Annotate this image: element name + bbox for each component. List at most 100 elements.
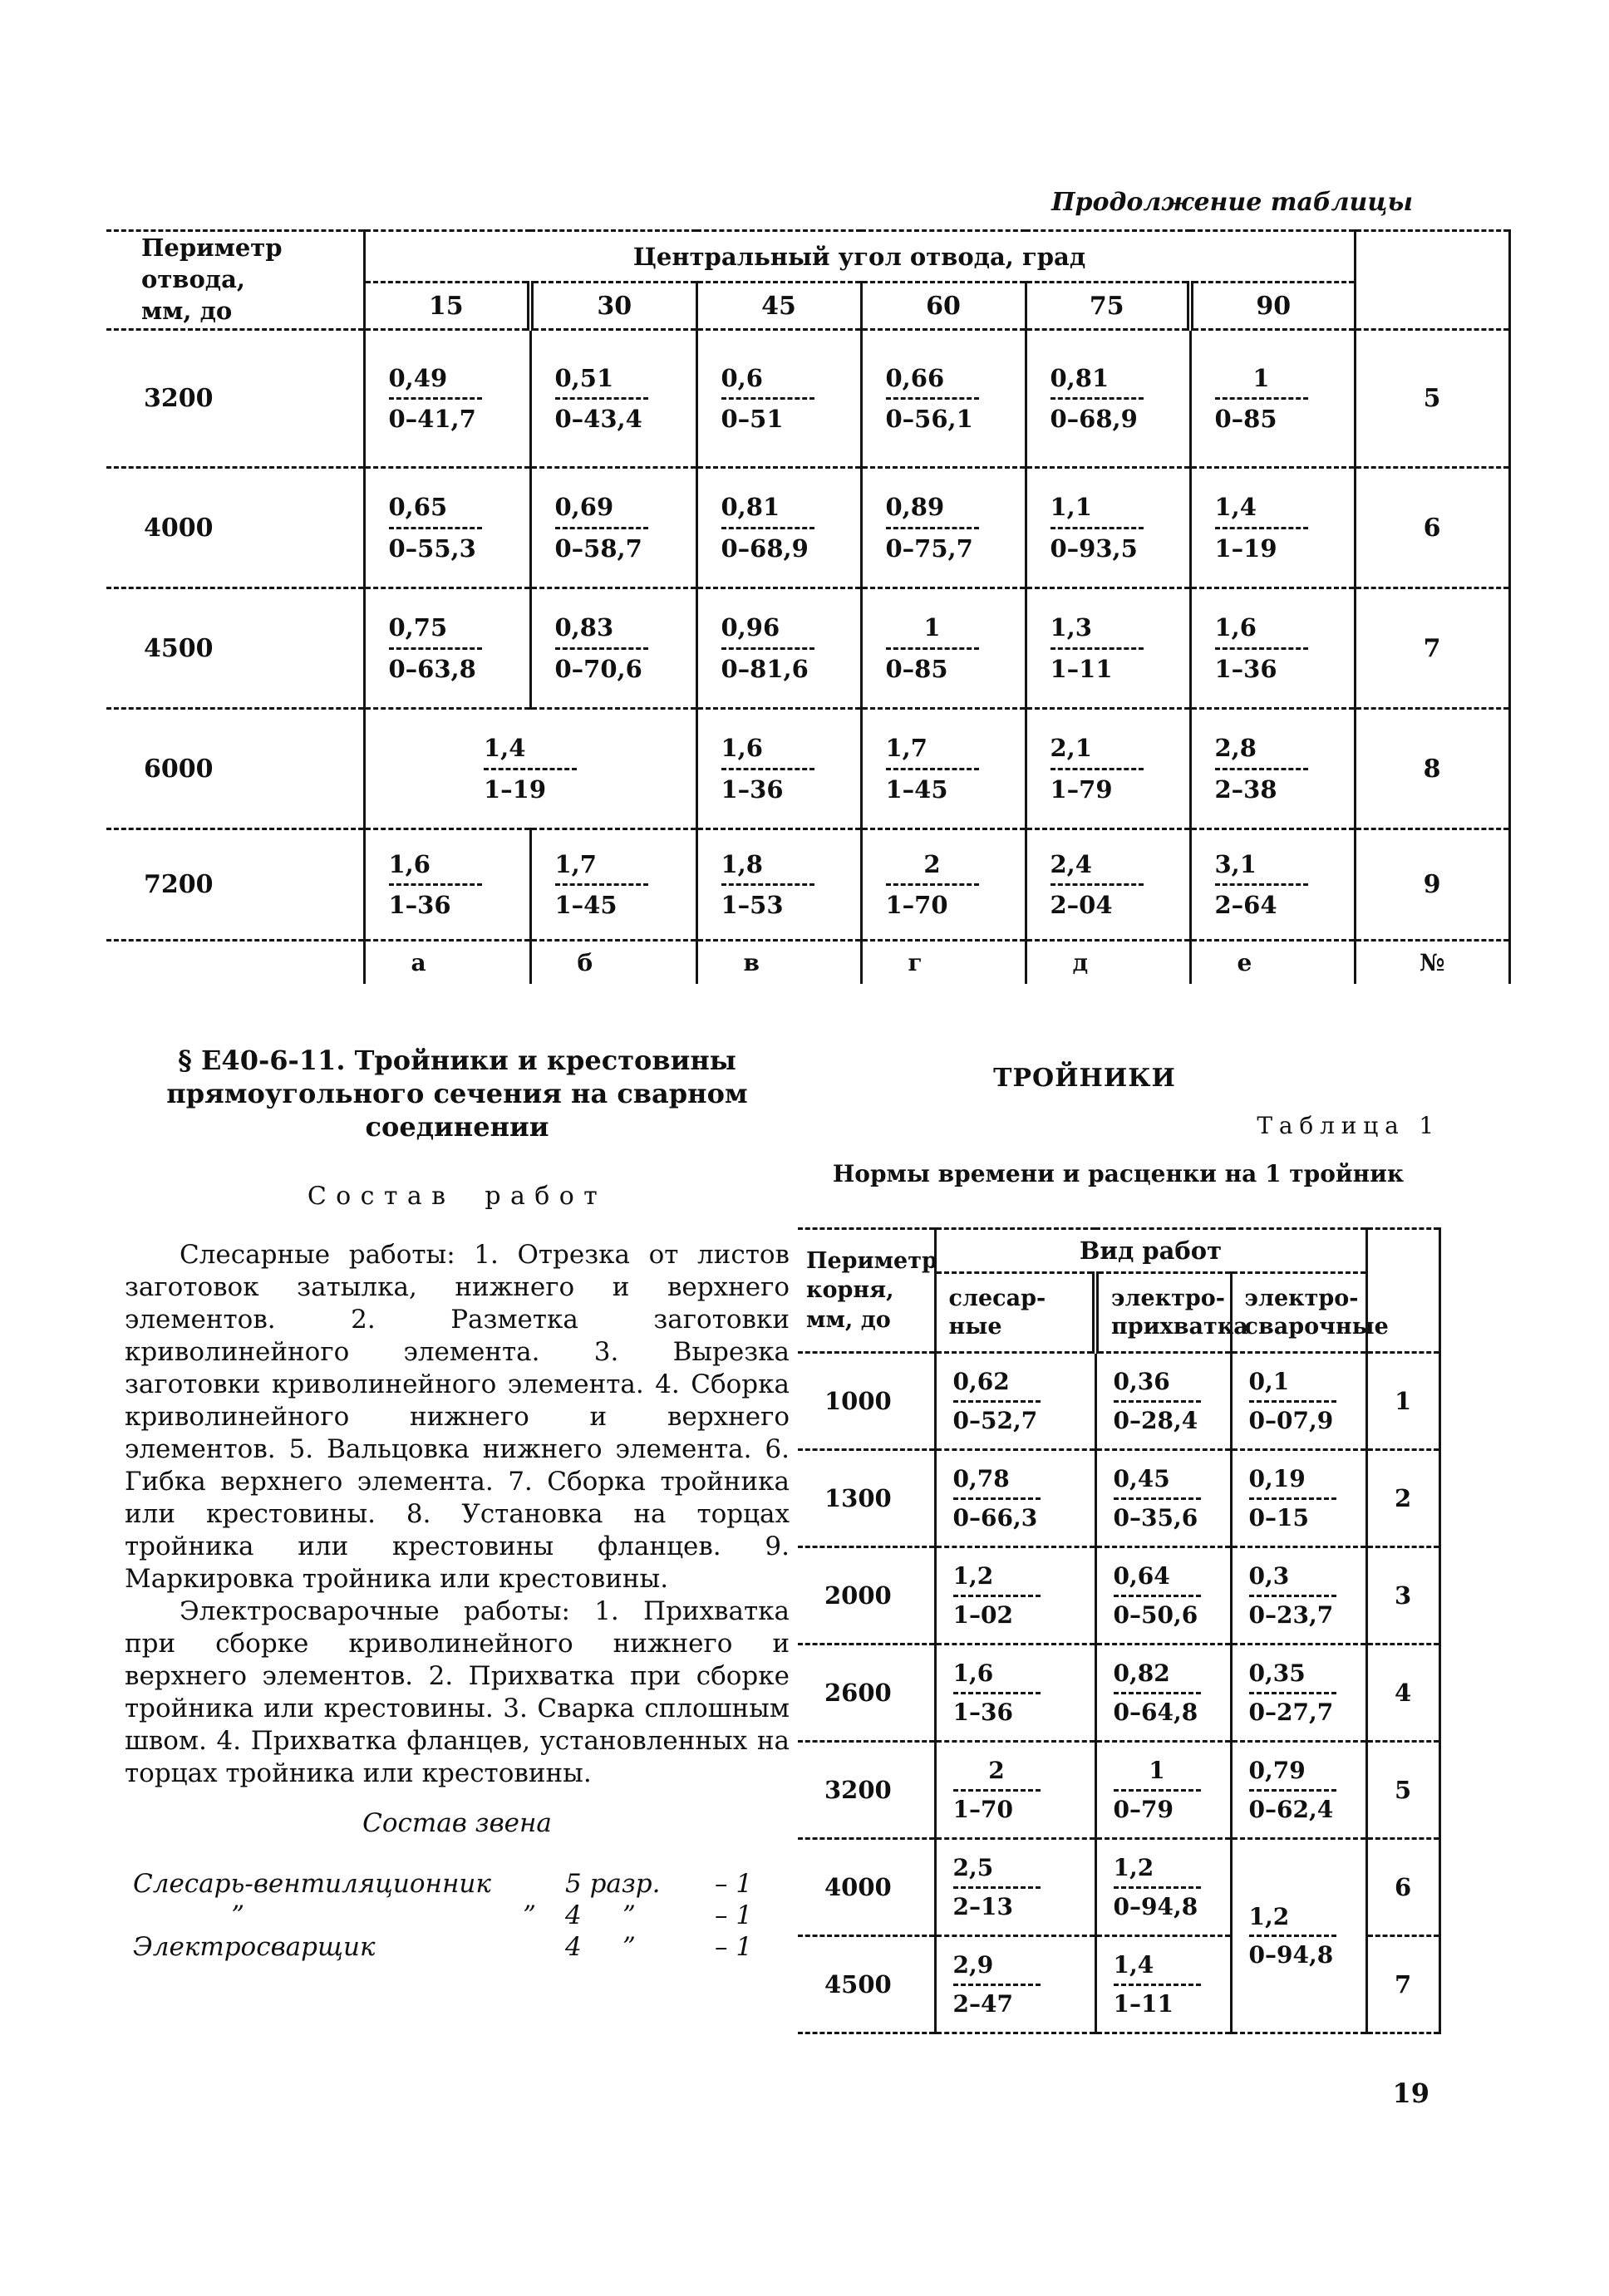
time-rate-fraction: 2 1–70 <box>885 849 979 918</box>
rate-value: 0–93,5 <box>1050 533 1138 563</box>
elbow-angle-table-header: Периметр отвода, мм, до Центральный угол… <box>106 229 1511 330</box>
time-norm-value: 1 <box>923 613 941 642</box>
time-rate-cell: 0,3 0–23,7 <box>1229 1546 1367 1645</box>
locksmith-works-paragraph: Слесарные работы: 1. Отрезка от листов з… <box>125 1240 790 1594</box>
time-rate-fraction: 0,83 0–70,6 <box>554 614 648 683</box>
column-letter-cell: в <box>695 939 861 984</box>
fraction-bar <box>1248 1935 1336 1937</box>
time-rate-fraction: 0,78 0–66,3 <box>952 1465 1041 1531</box>
fraction-bar <box>1214 526 1308 529</box>
time-norm-value: 0,6 <box>721 363 763 392</box>
column-letters-row: а б в г д е № <box>106 939 1511 984</box>
row-number-column-header <box>1365 1227 1441 1353</box>
rate-value: 0–68,9 <box>721 533 809 563</box>
column-letter-cell: а <box>362 939 530 984</box>
time-rate-cell: 2,4 2–04 <box>1024 828 1190 941</box>
work-column-tack-welding: электро- прихватка <box>1092 1271 1248 1353</box>
time-rate-fraction: 2,5 2–13 <box>952 1855 1041 1920</box>
time-norm-value: 1,2 <box>1248 1902 1290 1930</box>
rate-value: 0–70,6 <box>554 654 642 683</box>
rate-value: 0–41,7 <box>388 405 476 433</box>
time-rate-cell: 0,78 0–66,3 <box>933 1448 1095 1547</box>
rate-value: 0–64,8 <box>1113 1698 1198 1726</box>
root-perimeter-cell: 4500 <box>798 1935 935 2034</box>
table-row: 7200 1,6 1–36 1,7 1–45 1,8 1–53 2 1–70 2,4 2–04 3,1… <box>106 828 1511 941</box>
time-rate-cell: 2,9 2–47 <box>933 1935 1095 2034</box>
rate-value: 0–66,3 <box>952 1503 1038 1531</box>
time-rate-fraction: 0,3 0–23,7 <box>1248 1563 1336 1628</box>
time-rate-fraction: 0,81 0–68,9 <box>721 494 814 562</box>
time-rate-cell: 0,6 0–51 <box>695 328 861 468</box>
time-norm-value: 0,82 <box>1113 1659 1170 1688</box>
fraction-bar <box>1214 883 1308 886</box>
angle-column-60: 60 <box>859 281 1026 330</box>
time-norm-value: 0,65 <box>388 493 448 522</box>
time-rate-cell: 0,35 0–27,7 <box>1229 1643 1367 1742</box>
header-row-angles: 15 30 45 60 75 90 <box>106 281 1509 330</box>
rate-value: 0–62,4 <box>1248 1795 1334 1823</box>
time-rate-fraction: 2,1 1–79 <box>1050 734 1144 803</box>
fraction-bar <box>952 1594 1041 1597</box>
rate-value: 1–36 <box>1214 654 1277 683</box>
time-rate-fraction: 0,64 0–50,6 <box>1113 1562 1201 1628</box>
time-rate-cell: 1,2 0–94,8 <box>1094 1837 1231 1936</box>
rate-value: 0–94,8 <box>1113 1892 1198 1920</box>
time-norm-value: 0,19 <box>1248 1465 1306 1493</box>
time-rate-fraction: 0,81 0–68,9 <box>1050 364 1144 432</box>
time-norm-value: 1,6 <box>388 849 431 878</box>
column-letter-cell: д <box>1024 939 1190 984</box>
rate-value: 0–55,3 <box>388 533 476 563</box>
elbow-angle-table-body: 3200 0,49 0–41,7 0,51 0–43,4 0,6 0–51 0,66 0–56,… <box>106 328 1511 941</box>
crew-composition-heading: Состав звена <box>362 1808 552 1838</box>
fraction-bar <box>554 647 648 650</box>
tees-norms-table: Периметр корня, мм, до Вид работ слесар-… <box>798 1227 1441 2034</box>
welding-works-paragraph: Электросварочные работы: 1. Прихватка пр… <box>125 1596 790 1788</box>
time-rate-fraction: 0,75 0–63,8 <box>388 613 482 683</box>
table-row: 4500 0,75 0–63,8 0,83 0–70,6 0,96 0–81,6 1 0–85 1… <box>106 587 1511 709</box>
row-number-cell: 3 <box>1365 1546 1441 1645</box>
rate-value: 2–38 <box>1214 774 1277 804</box>
time-norm-value: 2,1 <box>1050 734 1092 763</box>
time-norm-value: 0,64 <box>1113 1562 1170 1590</box>
work-composition-heading: Состав работ <box>307 1182 608 1211</box>
section-heading: § Е40-6-11. Тройники и крестовины прямоу… <box>166 1045 748 1143</box>
angle-column-75: 75 <box>1024 281 1190 330</box>
time-rate-fraction: 1,4 1–19 <box>1214 494 1308 563</box>
time-rate-cell: 0,83 0–70,6 <box>529 587 696 709</box>
time-norm-value: 1 <box>1149 1757 1165 1785</box>
time-rate-fraction: 1,4 1–19 <box>484 735 577 803</box>
time-rate-fraction: 2,9 2–47 <box>952 1952 1041 2017</box>
root-perimeter-cell: 1000 <box>798 1351 935 1450</box>
fraction-bar <box>721 526 814 529</box>
table-row: 4500 2,9 2–47 1,4 1–11 7 <box>798 1935 1441 2034</box>
rate-value: 1–19 <box>1214 533 1277 563</box>
crew-grade: 4 ” <box>565 1900 636 1930</box>
perimeter-cell: 6000 <box>106 707 364 829</box>
table-1-label: Таблица 1 <box>1257 1112 1440 1139</box>
perimeter-cell: 4500 <box>106 587 364 709</box>
time-norm-value: 1,4 <box>484 734 526 763</box>
fraction-bar <box>721 647 814 650</box>
root-perimeter-cell: 3200 <box>798 1740 935 1839</box>
time-rate-cell: 1,4 1–19 <box>362 707 696 829</box>
time-rate-fraction: 0,82 0–64,8 <box>1113 1659 1201 1726</box>
time-norm-value: 0,75 <box>388 613 448 642</box>
time-norm-value: 0,35 <box>1248 1659 1306 1688</box>
time-norm-value: 2 <box>923 849 941 878</box>
perimeter-cell: 7200 <box>106 828 364 941</box>
time-rate-cell: 1,6 1–36 <box>695 707 861 829</box>
fraction-bar <box>1248 1399 1336 1403</box>
time-norm-value: 0,78 <box>952 1465 1010 1493</box>
rate-value: 0–63,8 <box>388 654 476 683</box>
rate-value: 1–02 <box>952 1600 1013 1629</box>
time-rate-fraction: 0,36 0–28,4 <box>1113 1369 1201 1433</box>
number-symbol-cell: № <box>1353 939 1511 984</box>
crew-role: ” ” <box>133 1900 536 1930</box>
root-perimeter-cell: 1300 <box>798 1448 935 1547</box>
column-letter-cell: е <box>1188 939 1356 984</box>
time-rate-cell: 2 1–70 <box>859 828 1026 941</box>
rate-value: 2–13 <box>952 1892 1013 1920</box>
rate-value: 2–64 <box>1214 891 1277 919</box>
fraction-bar <box>885 767 979 770</box>
